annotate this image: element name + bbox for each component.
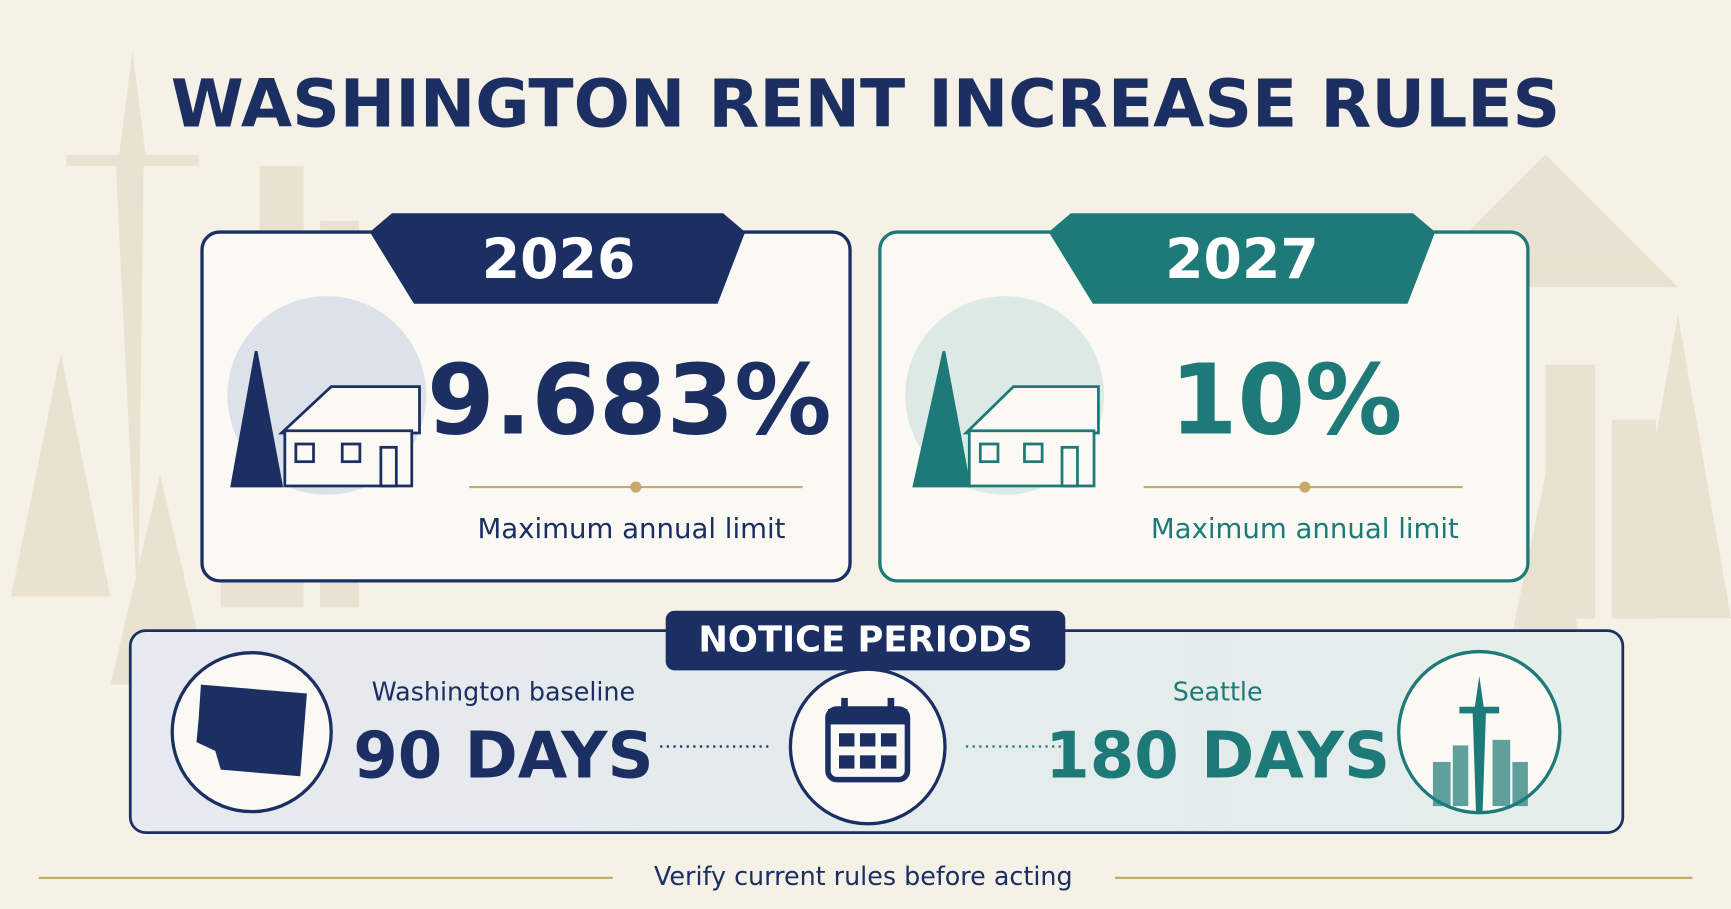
year-tab <box>369 213 746 304</box>
card-2027: 2027 10% Maximum annual limit <box>878 213 1530 583</box>
house-icon <box>230 351 421 488</box>
notice-label: Seattle <box>1173 677 1263 707</box>
divider-dot <box>1299 481 1311 493</box>
year-tab <box>1048 213 1436 304</box>
card-caption: Maximum annual limit <box>1151 512 1459 545</box>
card-rate: 10% <box>1170 343 1402 456</box>
house-icon <box>912 350 1100 488</box>
title: WASHINGTON RENT INCREASE RULES <box>171 65 1560 142</box>
notice-panel: NOTICE PERIODS Washington baseline 90 DA… <box>128 610 1625 834</box>
calendar-shape <box>825 697 911 783</box>
card-year: 2026 <box>482 228 636 292</box>
card-2026: 2026 9.683% Maximum annual limit <box>200 213 852 583</box>
card-year: 2027 <box>1165 228 1319 292</box>
card-caption: Maximum annual limit <box>477 512 785 545</box>
skyline-shape <box>1432 675 1528 812</box>
notice-heading: NOTICE PERIODS <box>698 620 1032 661</box>
notice-value: 180 DAYS <box>1045 719 1390 793</box>
notice-value: 90 DAYS <box>353 719 653 793</box>
heading-tab <box>665 610 1066 671</box>
notice-label: Washington baseline <box>372 677 635 707</box>
divider-dot <box>630 481 642 493</box>
card-rate: 9.683% <box>427 343 832 456</box>
footer-note: Verify current rules before acting <box>654 861 1073 891</box>
state-shape <box>196 684 307 777</box>
